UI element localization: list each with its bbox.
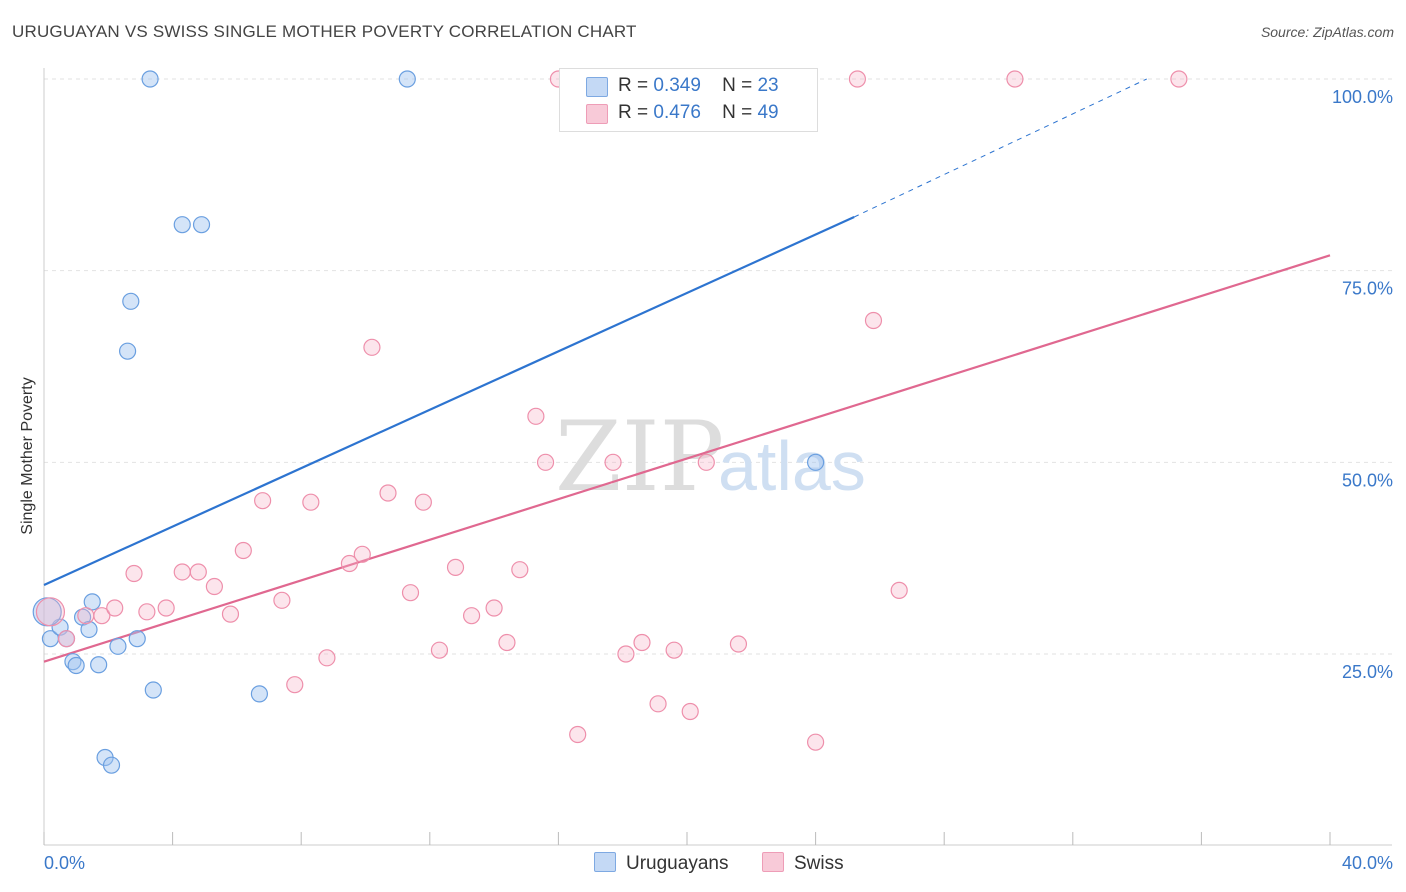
point-swiss xyxy=(511,561,529,579)
point-swiss xyxy=(485,599,503,617)
point-swiss xyxy=(35,597,66,627)
point-swiss xyxy=(302,493,320,511)
point-swiss xyxy=(604,453,622,471)
point-swiss xyxy=(633,633,651,652)
point-uruguayans xyxy=(192,216,211,234)
point-uruguayans xyxy=(102,756,121,774)
point-swiss xyxy=(649,695,667,713)
point-swiss xyxy=(414,493,432,511)
watermark-atlas: atlas xyxy=(718,427,866,505)
point-swiss xyxy=(536,453,555,471)
chart-title: URUGUAYAN VS SWISS SINGLE MOTHER POVERTY… xyxy=(12,22,637,41)
point-uruguayans xyxy=(398,70,416,88)
legend-stats-swiss: R = 0.476 N = 49 xyxy=(618,102,779,123)
trend-lines xyxy=(43,78,1331,663)
point-swiss xyxy=(353,545,371,563)
point-swiss xyxy=(379,484,397,502)
y-tick-label: 25.0% xyxy=(1342,662,1393,682)
point-uruguayans xyxy=(83,593,101,611)
point-swiss xyxy=(189,563,207,581)
x-tick-label: 40.0% xyxy=(1342,853,1393,873)
point-swiss xyxy=(430,641,449,659)
point-swiss xyxy=(363,338,381,356)
point-swiss xyxy=(286,676,304,694)
point-uruguayans xyxy=(144,681,162,699)
point-swiss xyxy=(617,645,635,663)
y-tick-label: 75.0% xyxy=(1342,279,1393,299)
point-swiss xyxy=(106,599,124,617)
point-swiss xyxy=(77,607,95,625)
point-uruguayans xyxy=(128,630,146,648)
point-swiss xyxy=(569,725,587,744)
legend-item-uruguayans: Uruguayans xyxy=(594,852,728,875)
point-swiss xyxy=(318,649,336,667)
y-tick-label: 100.0% xyxy=(1332,87,1393,107)
legend-swatch-swiss-bottom xyxy=(762,852,784,872)
point-swiss xyxy=(234,541,252,560)
point-uruguayans xyxy=(141,70,159,88)
point-uruguayans xyxy=(250,685,269,703)
point-swiss xyxy=(1170,70,1188,88)
grid-lines xyxy=(44,78,1392,655)
point-swiss xyxy=(1006,70,1024,88)
point-uruguayans xyxy=(109,637,127,655)
chart-source: Source: ZipAtlas.com xyxy=(1260,24,1394,40)
point-swiss xyxy=(527,407,545,425)
point-swiss xyxy=(205,577,223,596)
watermark-zip: ZIP xyxy=(555,401,724,513)
point-uruguayans xyxy=(173,216,191,234)
legend-stats-uruguayans: R = 0.349 N = 23 xyxy=(618,75,779,96)
point-swiss xyxy=(864,311,883,330)
point-swiss xyxy=(890,581,908,599)
point-swiss xyxy=(57,630,76,648)
x-tick-label: 0.0% xyxy=(44,853,85,873)
point-swiss xyxy=(729,635,748,653)
point-swiss xyxy=(446,558,465,576)
point-swiss xyxy=(401,584,420,602)
trend-line-uruguayans xyxy=(43,215,855,587)
point-uruguayans xyxy=(118,342,137,360)
point-swiss xyxy=(273,591,291,609)
legend-swatch-uruguayans-bottom xyxy=(594,852,616,872)
tick-labels: 25.0% 50.0% 75.0% 100.0% 0.0% 40.0% xyxy=(44,87,1393,873)
point-swiss xyxy=(254,492,272,510)
point-swiss xyxy=(125,564,143,583)
trend-line-uruguayans-extension xyxy=(853,78,1147,218)
point-swiss xyxy=(498,633,516,652)
y-tick-label: 50.0% xyxy=(1342,470,1393,490)
point-swiss xyxy=(221,605,240,623)
series-legend: Uruguayans Swiss xyxy=(0,852,1406,878)
correlation-legend: R = 0.349 N = 23 R = 0.476 N = 49 xyxy=(559,68,818,132)
point-swiss xyxy=(340,554,359,573)
point-swiss xyxy=(138,603,156,621)
y-axis-label: Single Mother Poverty xyxy=(19,377,36,535)
trend-line-swiss xyxy=(43,254,1331,663)
axes xyxy=(43,68,1392,846)
point-swiss xyxy=(806,733,825,751)
point-uruguayans xyxy=(80,620,98,639)
point-uruguayans xyxy=(90,656,108,674)
point-uruguayans xyxy=(67,656,85,675)
point-uruguayans xyxy=(122,292,140,310)
point-swiss xyxy=(681,702,699,721)
data-points xyxy=(32,70,1188,774)
legend-swatch-uruguayans xyxy=(586,77,608,97)
point-swiss xyxy=(697,453,715,471)
watermark: ZIP atlas xyxy=(555,401,866,513)
point-swiss xyxy=(665,641,683,659)
point-swiss xyxy=(157,599,175,617)
point-swiss xyxy=(462,607,481,625)
legend-swatch-swiss xyxy=(586,104,608,124)
point-uruguayans xyxy=(806,453,825,471)
legend-item-swiss: Swiss xyxy=(762,852,844,875)
point-swiss xyxy=(173,563,191,581)
point-swiss xyxy=(848,70,866,88)
point-swiss xyxy=(93,607,111,625)
